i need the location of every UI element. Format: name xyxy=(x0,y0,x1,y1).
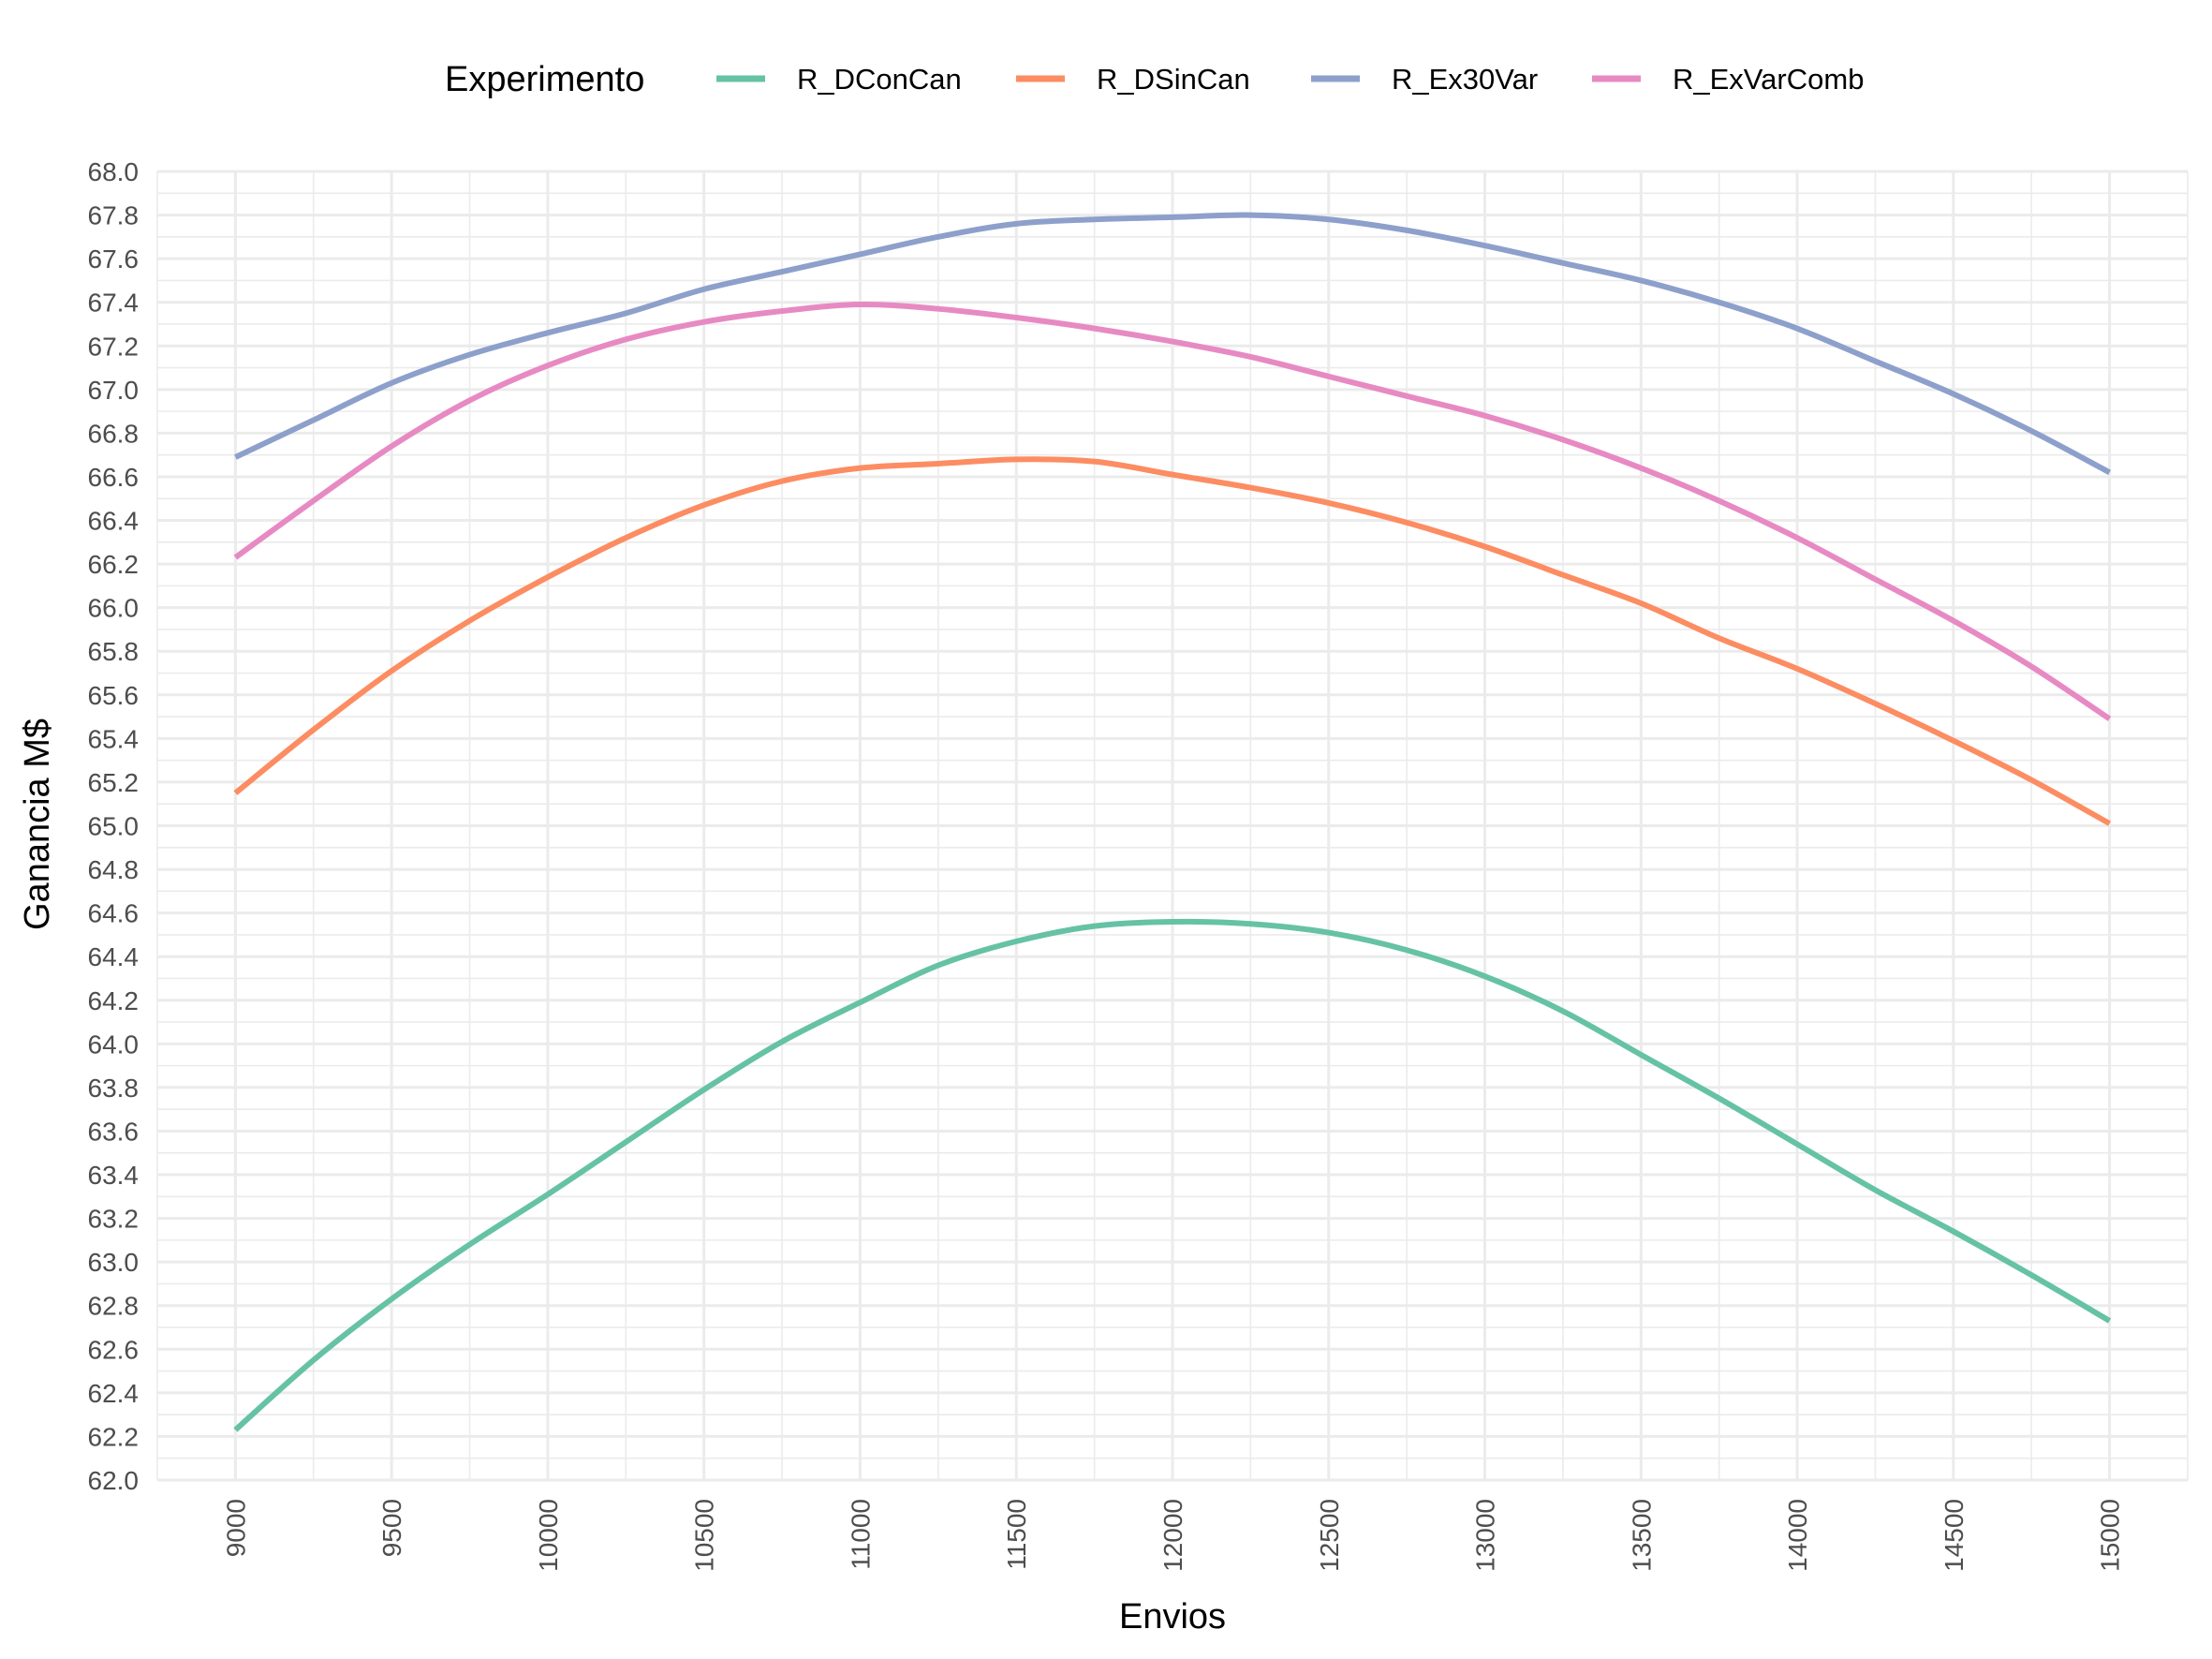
y-tick-label: 64.2 xyxy=(88,986,140,1015)
y-tick-label: 65.2 xyxy=(88,768,140,797)
x-axis-tick-labels: 9000 9500 10000 10500 11000 11500 12000 12500 13… xyxy=(221,1499,2124,1572)
series-lines xyxy=(233,212,2112,1432)
x-tick-label: 12500 xyxy=(1315,1499,1344,1572)
series-line-r-dsincan xyxy=(233,456,2112,826)
y-tick-label: 62.2 xyxy=(88,1422,140,1451)
y-tick-label: 65.6 xyxy=(88,681,140,710)
y-tick-label: 63.2 xyxy=(88,1205,140,1234)
y-tick-label: 66.2 xyxy=(88,550,140,579)
y-tick-label: 67.4 xyxy=(88,289,140,318)
y-tick-label: 63.0 xyxy=(88,1248,140,1277)
y-tick-label: 63.6 xyxy=(88,1117,140,1146)
y-tick-label: 64.6 xyxy=(88,899,140,928)
x-axis-title: Envios xyxy=(1119,1597,1226,1637)
y-tick-label: 62.0 xyxy=(88,1466,140,1495)
y-tick-label: 65.4 xyxy=(88,724,140,753)
y-tick-label: 67.0 xyxy=(88,376,140,405)
gridlines xyxy=(156,170,2189,1482)
y-tick-label: 66.4 xyxy=(88,507,140,536)
y-tick-label: 68.0 xyxy=(88,157,140,186)
x-tick-label: 14500 xyxy=(1939,1499,1969,1572)
legend-title: Experimento xyxy=(445,60,644,99)
y-tick-label: 66.8 xyxy=(88,419,140,448)
y-tick-label: 65.0 xyxy=(88,812,140,841)
y-tick-label: 64.0 xyxy=(88,1029,140,1059)
y-tick-label: 67.6 xyxy=(88,244,140,274)
x-tick-label: 14000 xyxy=(1783,1499,1812,1572)
x-tick-label: 13500 xyxy=(1627,1499,1656,1572)
legend-label: R_ExVarComb xyxy=(1673,63,1864,96)
series-line-r-dconcan xyxy=(233,918,2112,1432)
y-tick-label: 62.4 xyxy=(88,1379,140,1408)
y-tick-label: 62.8 xyxy=(88,1292,140,1321)
y-tick-label: 66.6 xyxy=(88,463,140,492)
y-tick-label: 67.8 xyxy=(88,201,140,230)
y-tick-label: 66.0 xyxy=(88,594,140,623)
legend-items: R_DConCan R_DSinCan R_Ex30Var R_ExVarComb xyxy=(716,63,1864,96)
legend: Experimento R_DConCan R_DSinCan R_Ex30Var R… xyxy=(445,60,1864,99)
x-tick-label: 9000 xyxy=(221,1499,250,1557)
y-tick-label: 67.2 xyxy=(88,332,140,361)
x-tick-label: 10500 xyxy=(690,1499,719,1572)
legend-label: R_DConCan xyxy=(797,63,962,96)
y-axis-title: Ganancia M$ xyxy=(18,718,57,930)
y-tick-label: 62.6 xyxy=(88,1335,140,1364)
legend-label: R_DSinCan xyxy=(1097,63,1250,96)
x-tick-label: 10000 xyxy=(534,1499,563,1572)
y-tick-label: 64.8 xyxy=(88,855,140,884)
x-tick-label: 11500 xyxy=(1002,1499,1031,1570)
y-tick-label: 63.8 xyxy=(88,1074,140,1103)
x-tick-label: 12000 xyxy=(1158,1499,1187,1572)
series-line-r-exvarcomb xyxy=(233,302,2112,721)
x-tick-label: 15000 xyxy=(2096,1499,2125,1572)
x-tick-label: 9500 xyxy=(377,1499,406,1557)
y-axis-tick-labels: 62.0 62.2 62.4 62.6 62.8 63.0 63.2 63.4 63.6 63.8… xyxy=(88,157,140,1495)
x-tick-label: 13000 xyxy=(1471,1499,1500,1572)
series-line-r-ex30var xyxy=(234,212,2112,475)
y-tick-label: 65.8 xyxy=(88,637,140,666)
y-tick-label: 63.4 xyxy=(88,1161,140,1190)
legend-label: R_Ex30Var xyxy=(1392,63,1538,96)
x-tick-label: 11000 xyxy=(846,1499,875,1570)
y-tick-label: 64.4 xyxy=(88,942,140,971)
